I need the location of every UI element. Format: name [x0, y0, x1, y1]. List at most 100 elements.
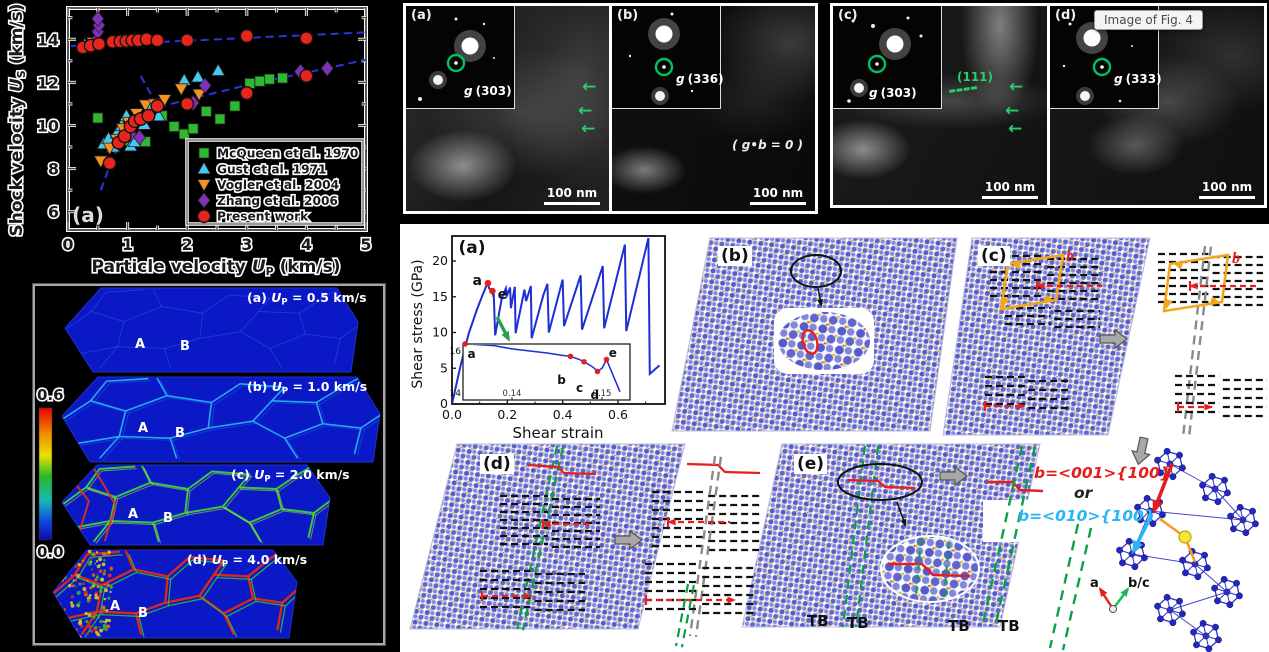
twin-boundary-lines — [674, 583, 695, 648]
svg-text:10: 10 — [432, 325, 448, 340]
svg-text:d: d — [591, 388, 600, 402]
svg-text:e: e — [609, 346, 617, 360]
svg-text:McQueen et al. 1970: McQueen et al. 1970 — [217, 147, 358, 161]
scale-bar: 100 nm — [750, 186, 806, 205]
tem-panel-label: (b) — [617, 8, 639, 23]
burgers-or: or — [1074, 484, 1093, 502]
extra-half-plane-arrow — [480, 591, 533, 601]
g-vector-circle-icon — [1092, 57, 1112, 77]
svg-text:15: 15 — [432, 289, 448, 304]
svg-text:B: B — [175, 426, 185, 441]
lattice-plane-traces — [1005, 306, 1100, 329]
block-arrow-icon — [614, 529, 643, 551]
stacking-trace — [1181, 245, 1213, 438]
lattice-plane-traces — [480, 569, 585, 612]
burgers-vector-red: b=<001>{100} — [1034, 464, 1171, 482]
svg-text:b: b — [557, 373, 566, 387]
extra-half-plane-arrow — [1035, 281, 1102, 291]
extra-half-plane-arrow — [1188, 281, 1256, 291]
svg-text:20: 20 — [432, 253, 448, 268]
lattice-plane-traces — [1175, 374, 1267, 418]
block-arrow-icon — [939, 465, 968, 487]
snapshot-panel-box: (a) UP = 0.5 km/s A B (b) UP = 1.0 km/s A B (c… — [32, 283, 386, 646]
defect-arrow-icon: ← — [1008, 119, 1023, 139]
scale-bar: 100 nm — [1199, 180, 1255, 199]
series-circle — [75, 29, 314, 171]
svg-text:(a): (a) — [72, 203, 104, 227]
scale-bar-line — [750, 202, 806, 205]
svg-text:(c) UP = 2.0 km/s: (c) UP = 2.0 km/s — [231, 467, 350, 485]
dislocation-line — [888, 562, 971, 578]
svg-text:c: c — [576, 381, 583, 395]
svg-text:0.6: 0.6 — [608, 407, 628, 422]
svg-text:0: 0 — [440, 396, 448, 411]
svg-text:Zhang et al. 2006: Zhang et al. 2006 — [217, 194, 338, 208]
g-vector-label: g (336) — [676, 72, 724, 86]
svg-text:A: A — [135, 337, 145, 352]
highlight-ellipse — [837, 463, 923, 501]
scale-bar: 100 nm — [982, 180, 1038, 199]
tem-panel-label: (a) — [411, 8, 432, 23]
extra-half-plane-arrow — [666, 517, 730, 527]
g-vector-label: g (303) — [869, 86, 917, 100]
scale-bar-line — [982, 196, 1038, 199]
dislocation-line — [847, 478, 916, 490]
g-vector-circle-icon — [654, 57, 674, 77]
block-arrow-icon — [1099, 328, 1128, 350]
dislocation-line — [987, 480, 1044, 493]
svg-text:2: 2 — [182, 235, 193, 254]
snapshot-1: (a) UP = 0.5 km/s A B — [64, 287, 367, 373]
twin-boundary-label-4: TB — [998, 617, 1020, 635]
g-vector-label: g (333) — [1114, 72, 1162, 86]
inset-point-c — [581, 358, 587, 365]
burgers-circuit — [1162, 253, 1230, 313]
svg-text:e: e — [498, 287, 508, 303]
svg-text:8: 8 — [48, 160, 59, 179]
svg-text:0.2: 0.2 — [497, 407, 517, 422]
diffraction-inset: g (303) — [406, 6, 515, 109]
tem-group-cd: g (303) (c) 100 nm ← ← ← (111) g (333) (d) 100 nm Im… — [830, 3, 1267, 208]
tem-image-a: g (303) (a) 100 nm ← ← ← — [406, 6, 609, 211]
svg-text:Gust et al. 1971: Gust et al. 1971 — [217, 162, 327, 176]
svg-text:a: a — [473, 273, 482, 289]
defect-arrow-icon: ← — [1005, 101, 1020, 121]
tem-image-c: g (303) (c) 100 nm ← ← ← (111) — [833, 6, 1047, 205]
snapshot-4: (d) UP = 4.0 km/s A B — [52, 549, 307, 639]
tem-panel-label: (d) — [1055, 8, 1077, 23]
g-vector-circle-icon — [867, 54, 887, 74]
burgers-b-symbol-lattice: b — [1066, 248, 1074, 265]
svg-text:16: 16 — [450, 347, 462, 357]
lattice-plane-traces — [1158, 252, 1263, 307]
gb-zero-note: ( g•b = 0 ) — [732, 138, 803, 152]
highlight-ellipse — [790, 254, 842, 288]
panel-label-c: (c) — [978, 246, 1010, 266]
zoom-inset-e — [882, 537, 978, 601]
svg-text:B: B — [163, 511, 173, 526]
zoom-inset-b — [778, 312, 870, 370]
svg-text:0.6: 0.6 — [37, 386, 64, 404]
twin-boundary-label-1: TB — [807, 612, 829, 630]
defect-arrow-icon: ← — [582, 77, 597, 97]
elastic-branch-fit — [70, 31, 367, 48]
extra-half-plane-arrow — [1176, 402, 1213, 412]
tem-panel-label: (c) — [838, 8, 858, 23]
diffraction-inset: g (303) — [833, 6, 942, 109]
svg-text:3: 3 — [241, 235, 252, 254]
colorbar: 0.6 0.0 — [35, 384, 65, 562]
dislocation-line — [686, 462, 761, 475]
tem-image-b: g (336) (b) 100 nm ( g•b = 0 ) — [612, 6, 815, 211]
inset-curve — [472, 345, 621, 393]
lattice-plane-traces — [500, 494, 600, 549]
svg-text:B: B — [180, 339, 190, 354]
axis-a-label: a — [1090, 576, 1099, 591]
panel-label-e: (e) — [794, 454, 828, 474]
axis-bc-label: b/c — [1128, 576, 1150, 591]
svg-text:Vogler et al. 2004: Vogler et al. 2004 — [217, 178, 339, 192]
extra-half-plane-arrow — [983, 401, 1026, 411]
svg-text:0.4: 0.4 — [553, 407, 573, 422]
crystal-axes-icon — [1098, 587, 1129, 613]
stacking-trace — [688, 455, 723, 637]
